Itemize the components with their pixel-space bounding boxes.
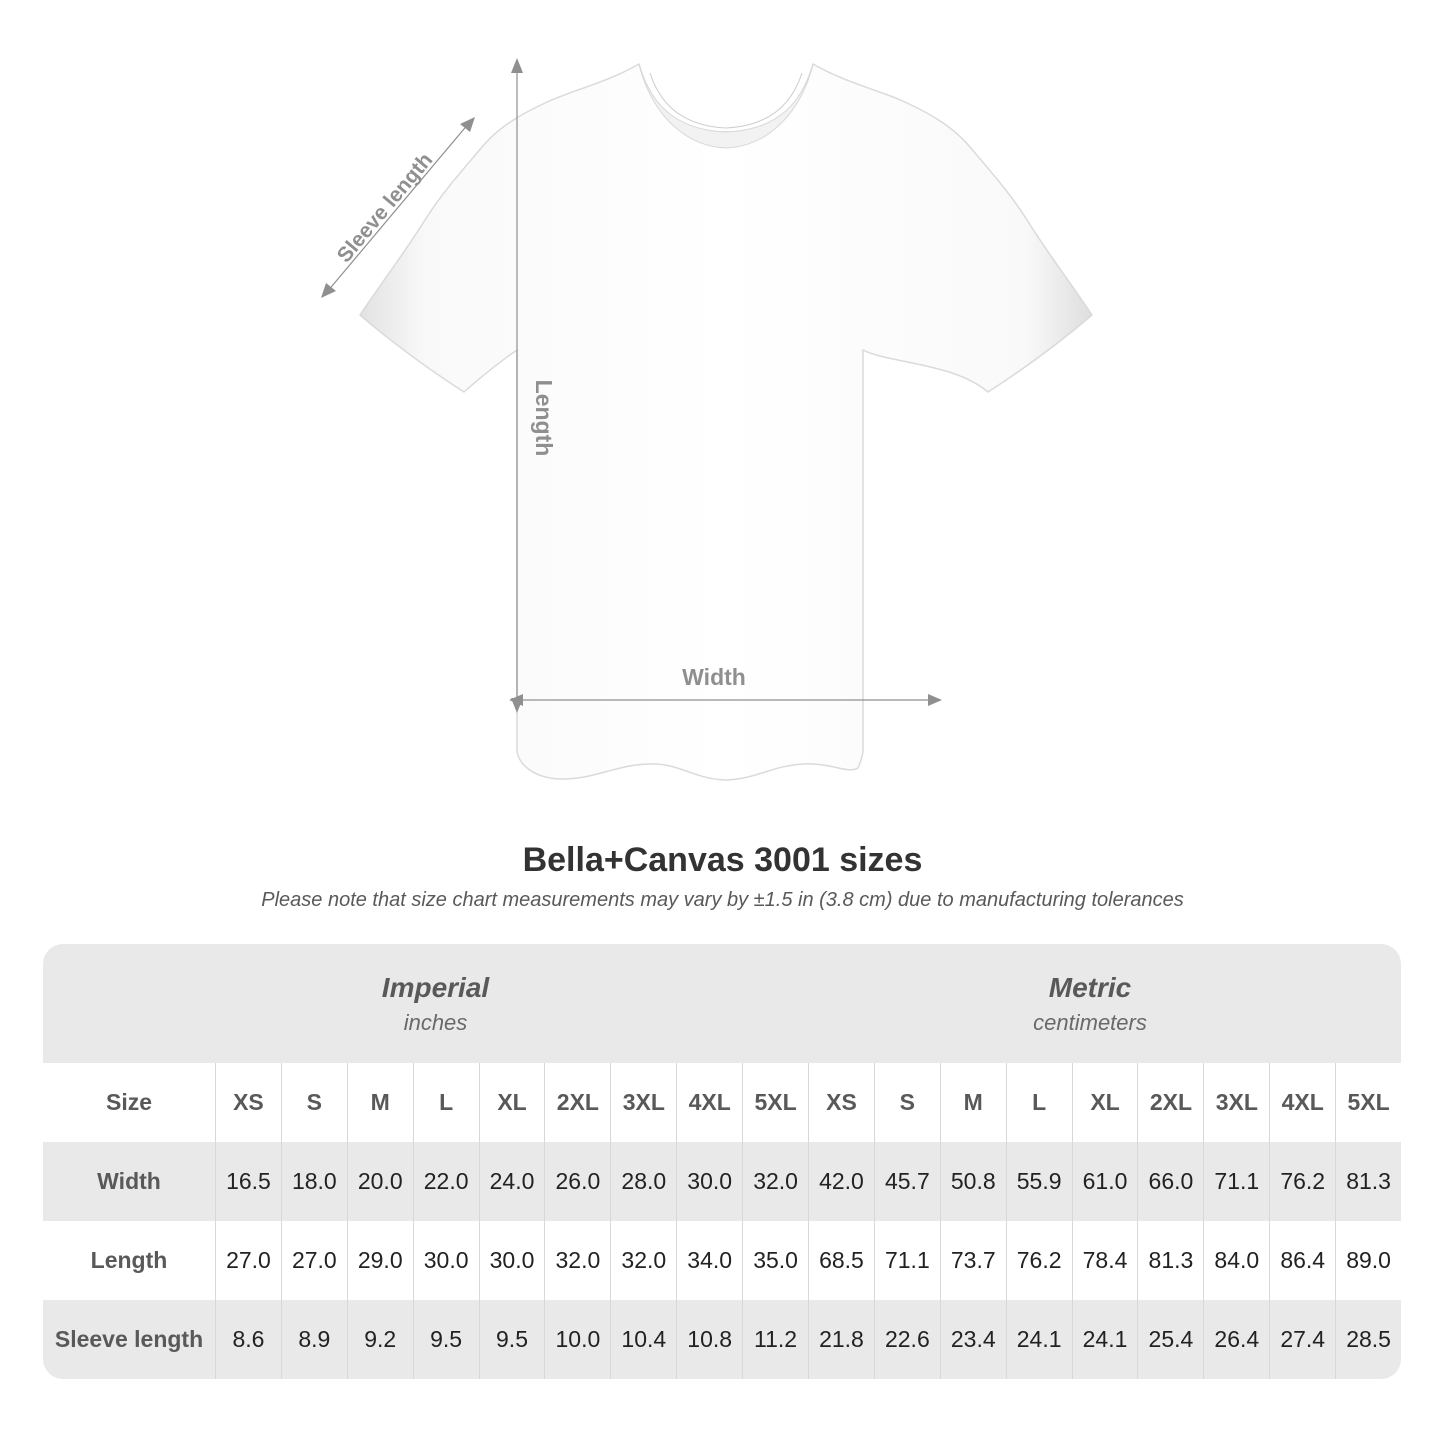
svg-text:Length: Length: [531, 380, 557, 457]
svg-text:Width: Width: [682, 664, 746, 690]
